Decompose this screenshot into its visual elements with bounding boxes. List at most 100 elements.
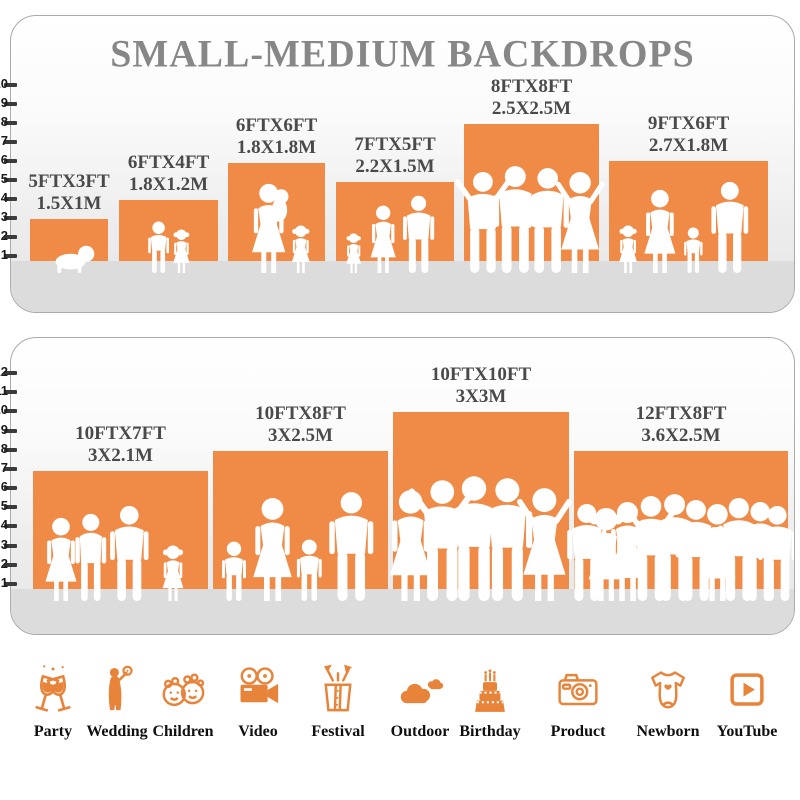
ruler-tick-label: 7	[0, 133, 8, 148]
ruler-tick	[4, 102, 17, 106]
festival-icon	[324, 664, 352, 712]
category-label: Newborn	[636, 723, 700, 740]
ruler-tick	[4, 582, 17, 586]
birthday-icon	[475, 669, 505, 712]
ruler-tick-label: 7	[0, 459, 8, 475]
category-product: Product	[535, 660, 621, 741]
ruler-tick	[4, 562, 17, 567]
ruler-tick	[4, 447, 17, 452]
ruler-tick	[4, 390, 17, 395]
size-ft-label: 7FTX5FT	[354, 134, 436, 155]
backdrop-size-label: 10FTX7FT 3X2.1M	[75, 423, 166, 467]
ruler-tick-label: 10	[0, 76, 8, 91]
video-icon	[240, 667, 279, 704]
backdrop-size-label: 8FTX8FT 2.5X2.5M	[491, 76, 572, 120]
size-ft-label: 10FTX10FT	[430, 364, 532, 385]
ruler-tick	[4, 235, 17, 239]
category-label: YouTube	[716, 723, 778, 740]
ruler-tick	[4, 543, 17, 548]
backdrop-9ftx6ft	[609, 161, 768, 273]
people-silhouette	[222, 492, 374, 601]
ruler-tick	[4, 254, 17, 258]
ruler-tick	[4, 140, 17, 144]
backdrop-7ftx5ft	[336, 182, 454, 273]
ruler-tick-label: 11	[0, 383, 8, 399]
size-ft-label: 10FTX7FT	[75, 423, 166, 444]
category-row: Party Wedding Children Video Festival Ou…	[0, 660, 800, 760]
ruler-tick-label: 8	[0, 114, 8, 129]
ruler-tick-label: 5	[0, 171, 8, 186]
ruler-tick-label: 1	[0, 575, 8, 590]
backdrop-size-label: 6FTX4FT 1.8X1.2M	[128, 152, 209, 196]
backdrop-size-label: 12FTX8FT 3.6X2.5M	[636, 403, 727, 447]
ruler-tick	[4, 178, 17, 182]
size-ft-label: 12FTX8FT	[635, 403, 727, 424]
size-m-label: 2.2X1.5M	[355, 156, 435, 177]
newborn-icon	[651, 671, 685, 709]
category-label: Wedding	[86, 723, 148, 740]
backdrop-10ftx8ft	[213, 451, 388, 601]
panel-small-backdrops: SMALL-MEDIUM BACKDROPS 5FTX3FT 1.5X1M 6FTX…	[10, 15, 795, 313]
panel-medium-backdrops: 10FTX7FT 3X2.1M 10FTX8FT 3X2.5M 10FTX10FT 3X3…	[10, 337, 795, 635]
category-label: Birthday	[459, 723, 521, 740]
ruler-tick-label: 2	[0, 228, 8, 243]
ruler-tick-label: 5	[0, 498, 8, 514]
size-m-label: 2.7X1.8M	[648, 135, 729, 156]
backdrop-size-label: 10FTX10FT 3X3M	[431, 364, 531, 408]
people-silhouette	[45, 505, 184, 601]
ruler-tick-label: 3	[0, 209, 8, 224]
category-label: Festival	[311, 723, 365, 740]
ruler-tick	[4, 121, 17, 125]
backdrop-size-label: 10FTX8FT 3X2.5M	[255, 403, 346, 447]
youtube-icon	[730, 673, 764, 706]
ruler-tick-label: 9	[0, 421, 8, 437]
party-icon	[35, 665, 71, 712]
backdrop-size-label: 5FTX3FT 1.5X1M	[28, 171, 109, 215]
category-youtube: YouTube	[704, 660, 790, 741]
people-silhouette	[454, 166, 605, 273]
children-icon	[162, 673, 205, 707]
ruler-tick	[4, 409, 17, 414]
backdrop-6ftx4ft	[119, 200, 218, 273]
category-label: Product	[550, 723, 606, 740]
backdrop-size-label: 7FTX5FT 2.2X1.5M	[354, 134, 435, 178]
category-festival: Festival	[295, 660, 381, 741]
ruler-tick	[4, 83, 17, 87]
backdrop-12ftx8ft	[567, 451, 794, 601]
size-m-label: 1.8X1.8M	[236, 137, 317, 158]
backdrop-8ftx8ft	[454, 124, 605, 273]
ruler-small-panel: 1 2 3 4 5 6 7 8 9 10	[0, 15, 30, 311]
ruler-tick	[4, 466, 17, 471]
category-label: Children	[152, 723, 214, 740]
size-ft-label: 6FTX4FT	[127, 152, 210, 173]
ruler-tick	[4, 486, 17, 491]
category-birthday: Birthday	[447, 660, 533, 741]
ruler-medium-panel: 123456789101112	[0, 337, 30, 633]
size-ft-label: 6FTX6FT	[235, 115, 318, 136]
size-m-label: 1.8X1.2M	[128, 174, 209, 195]
backdrop-size-label: 9FTX6FT 2.7X1.8M	[648, 113, 729, 157]
category-newborn: Newborn	[625, 660, 711, 741]
ruler-tick	[4, 371, 17, 376]
ruler-tick-label: 2	[0, 555, 8, 571]
backdrop-10ftx10ft	[389, 412, 572, 601]
ruler-tick	[4, 524, 17, 529]
size-m-label: 3X2.5M	[268, 425, 333, 446]
category-label: Party	[33, 723, 73, 740]
people-silhouette	[619, 181, 749, 273]
ruler-tick-label: 1	[0, 247, 8, 262]
size-ft-label: 5FTX3FT	[28, 171, 110, 192]
backdrop-10ftx7ft	[33, 471, 208, 601]
ruler-tick	[4, 216, 17, 220]
category-party: Party	[10, 660, 96, 741]
page-title: SMALL-MEDIUM BACKDROPS	[110, 32, 695, 76]
ruler-tick	[4, 428, 17, 433]
category-label: Outdoor	[390, 723, 450, 740]
ruler-tick-label: 10	[0, 402, 8, 418]
backdrop-size-label: 6FTX6FT 1.8X1.8M	[236, 115, 317, 159]
size-ft-label: 8FTX8FT	[490, 76, 573, 97]
people-silhouette	[346, 195, 435, 273]
size-m-label: 3X3M	[455, 386, 507, 407]
people-silhouette	[252, 183, 310, 273]
